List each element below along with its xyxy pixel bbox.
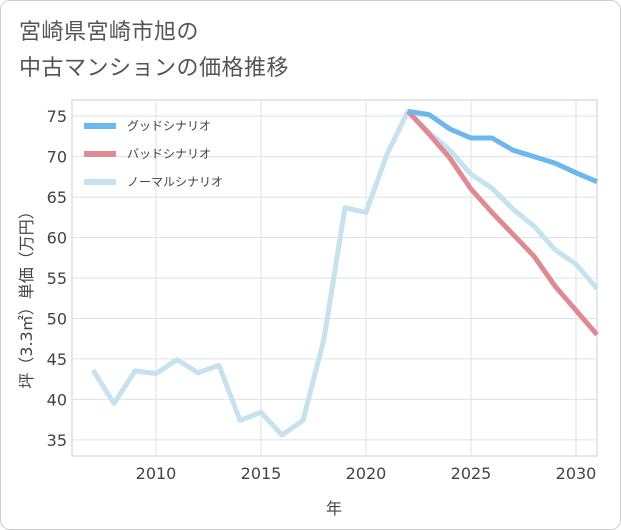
x-tick-label: 2025: [451, 464, 492, 483]
y-tick-label: 35: [47, 431, 67, 450]
y-axis-label: 坪（3.3㎡）単価（万円）: [17, 203, 36, 388]
y-tick-label: 45: [47, 350, 67, 369]
y-tick-label: 60: [47, 229, 67, 248]
chart-title-line-1: 宮崎県宮崎市旭の: [19, 20, 200, 45]
y-tick-label: 70: [47, 148, 67, 167]
x-tick-label: 2030: [556, 464, 597, 483]
series-line-2: [90, 108, 599, 438]
y-tick-label: 75: [47, 107, 67, 126]
axis-ticks: 35 40 45 50 55 60 65 70 75 2010 2015 2020 2025 2030: [47, 107, 597, 483]
chart-title: 宮崎県宮崎市旭の 中古マンションの価格推移: [19, 15, 289, 87]
legend-label-2: ノーマルシナリオ: [127, 175, 223, 189]
series-line-1: [406, 109, 599, 337]
legend-label-0: グッドシナリオ: [127, 119, 211, 133]
legend-label-1: バッドシナリオ: [127, 147, 211, 161]
x-tick-label: 2020: [346, 464, 387, 483]
y-tick-label: 50: [47, 309, 67, 328]
x-tick-label: 2010: [136, 464, 177, 483]
x-axis-label: 年: [326, 499, 342, 518]
y-tick-label: 65: [47, 188, 67, 207]
series-line-0: [407, 108, 598, 185]
chart-title-line-2: 中古マンションの価格推移: [19, 56, 290, 81]
y-tick-label: 40: [47, 390, 67, 409]
grid-lines: [72, 100, 597, 456]
data-series: [90, 108, 599, 438]
x-tick-label: 2015: [241, 464, 282, 483]
y-tick-label: 55: [47, 269, 67, 288]
